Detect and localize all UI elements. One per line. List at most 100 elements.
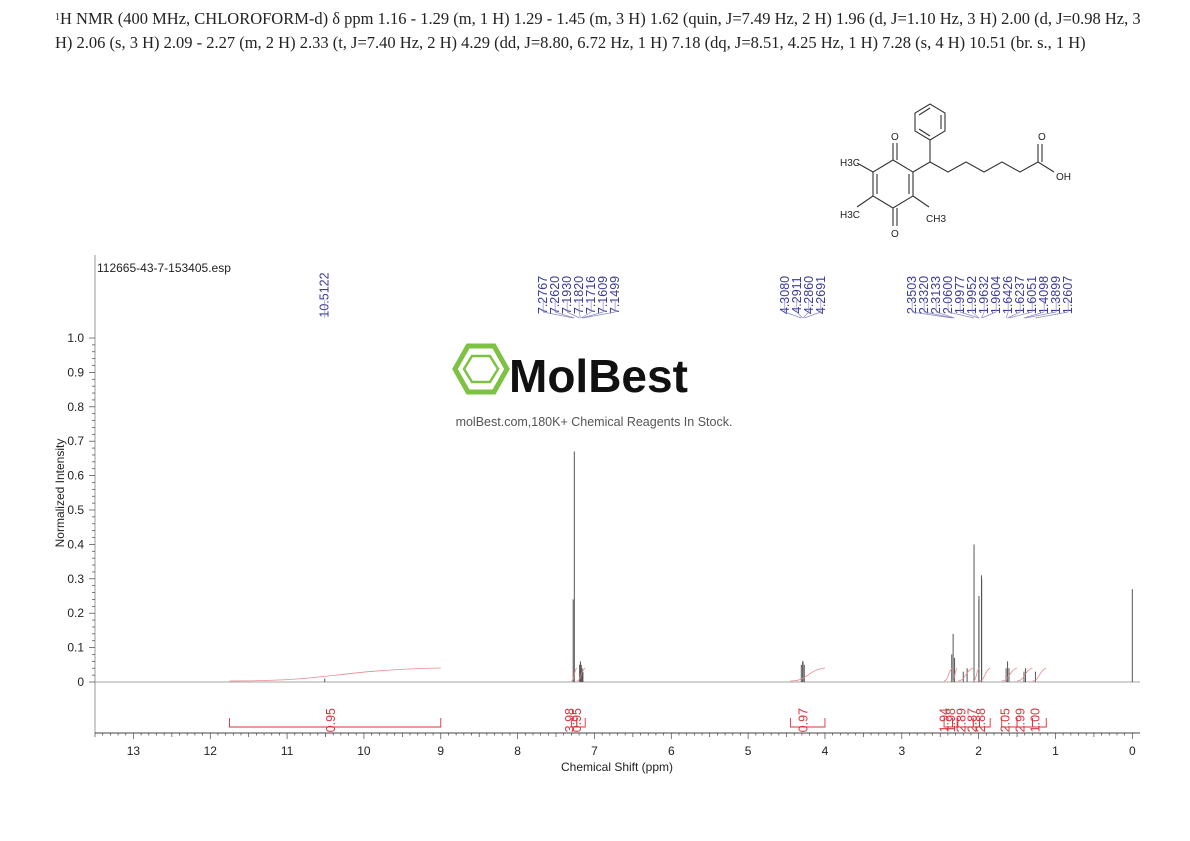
peak-label-leader [555,311,575,319]
peak-label: 10.5122 [318,272,332,317]
peak-label: 1.3899 [1049,276,1063,314]
peak-label: 1.6051 [1025,276,1039,314]
x-tick-label: 7 [591,744,598,758]
integral-curve [943,667,953,682]
peak-label-leader [981,311,997,319]
oxygen-label-1: O [891,132,899,143]
peak-label: 4.2911 [790,276,804,313]
integral-curve [229,667,441,682]
oxygen-label-3: O [1038,132,1046,143]
x-tick-label: 12 [204,744,218,758]
peak-label-leader [566,311,580,319]
chemical-structure [856,103,1055,226]
integral-curve [790,667,826,682]
peak-label-leader [1035,311,1069,319]
integral-value: 0.95 [324,708,338,732]
methyl-label-2: H3C [840,210,860,221]
integral-curve [1017,667,1033,682]
oxygen-label-2: O [891,229,899,240]
peak-label-leader [971,311,980,319]
peak-label: 7.1499 [608,276,622,314]
y-axis-ticks: 0 0.1 0.2 0.3 0.4 0.5 0.6 0.7 0.8 0.9 1.0 [67,331,95,689]
integral-bracket [789,718,826,728]
integral-curve [952,667,958,682]
integral-curve [973,667,980,682]
integral-curve [1032,667,1047,682]
methyl-bond [856,162,874,173]
nucleus-superscript: 1 [55,12,60,23]
peak-label: 2.3503 [905,276,919,314]
chain-bond [912,161,931,173]
phenyl-double-bond [918,128,931,137]
peak-label-leader [578,311,581,319]
peak-label: 7.1609 [596,276,610,314]
peak-label-leader [1005,311,1009,319]
peak-label: 1.2607 [1061,276,1075,314]
integrals: 0.95 3.980.95 0.97 1.941.982.892.872.88 2.05… [229,667,1047,732]
integral-curve [571,667,578,682]
y-tick-label: 1.0 [67,331,84,345]
quinone-ring [872,159,914,209]
integral-value: 3.98 [563,708,577,732]
peak-label-leader [1023,311,1045,319]
peak-label-leader [1025,311,1057,319]
integral-curve [957,667,974,682]
x-tick-label: 4 [822,744,829,758]
integral-bracket [978,718,991,728]
logo-hexagon-inner [462,354,500,384]
peak-label: 7.2767 [536,276,550,314]
integral-bracket [576,718,586,728]
integral-bracket [952,718,958,728]
integral-value: 0.97 [797,708,811,732]
peak-labels: 10.5122 7.27677.26207.19307.18207.17167.1… [318,272,1075,319]
peak-label: 2.0600 [941,276,955,314]
phenyl-double-bond [918,107,931,116]
x-tick-label: 10 [357,744,371,758]
methyl-label-3: CH3 [926,214,946,225]
y-tick-label: 0.1 [67,641,84,655]
y-tick-label: 0.3 [67,572,84,586]
peak-label: 1.9632 [977,276,991,314]
integral-bracket [229,718,442,728]
peak-label-leader [960,311,979,319]
y-axis-label: Normalized Intensity [53,439,67,548]
integral-curve [979,667,991,682]
peak-label-leader [936,311,955,319]
logo-tagline: molBest.com,180K+ Chemical Reagents In S… [456,415,733,429]
y-tick-label: 0 [77,675,84,689]
integral-curve [576,667,586,682]
integral-curve [1001,667,1018,682]
peak-label: 1.9604 [989,276,1003,314]
x-tick-label: 6 [668,744,675,758]
logo-hexagon [452,343,510,395]
y-tick-label: 0.2 [67,606,84,620]
peak-label: 1.6237 [1013,276,1027,314]
y-tick-label: 0.7 [67,434,84,448]
hydroxyl-label: OH [1056,172,1071,183]
peak-label-leader [581,311,592,319]
spectrum-peaks [324,451,1133,682]
x-tick-label: 13 [127,744,141,758]
nmr-description: 1H NMR (400 MHz, CHLOROFORM-d) δ ppm 1.1… [55,6,1145,55]
peak-label: 7.1716 [584,276,598,314]
peak-label-leader [802,311,810,319]
y-tick-label: 0.8 [67,400,84,414]
y-tick-label: 0.9 [67,365,84,379]
phenyl-ring [914,103,946,141]
x-tick-label: 3 [898,744,905,758]
peak-label: 2.3133 [929,276,943,314]
x-tick-label: 0 [1129,744,1136,758]
methyl-bond [856,195,874,208]
x-tick-label: 5 [745,744,752,758]
peak-label-leader [543,311,574,319]
integral-value: 1.98 [944,708,958,732]
integral-value: 0.95 [570,708,584,732]
peak-label-leader [581,311,604,319]
alkyl-chain [929,161,1039,173]
structure-labels: H3C H3C CH3 O O O OH [840,132,1071,240]
methyl-bond [912,195,930,208]
integral-value: 2.87 [965,708,979,732]
peak-label-leader [948,311,975,319]
file-label: 112665-43-7-153405.esp [97,261,231,275]
peak-label: 4.2860 [802,276,816,314]
